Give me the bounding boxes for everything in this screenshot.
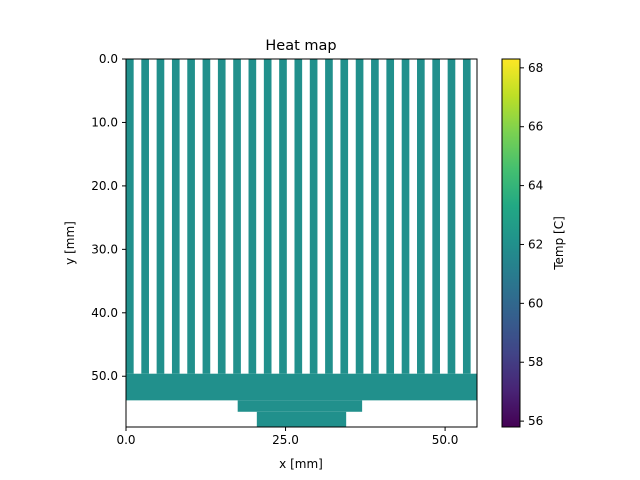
fin-cell <box>355 59 364 374</box>
x-tick-label: 50.0 <box>432 433 459 447</box>
fin-cell <box>432 59 440 374</box>
y-tick-label: 10.0 <box>91 115 118 129</box>
fin-cell <box>340 59 349 374</box>
fin-cell <box>325 59 333 374</box>
fin-cell <box>447 59 456 374</box>
fin-cell <box>126 59 134 374</box>
fin-cell <box>202 59 211 374</box>
x-axis-ticks: 0.0 25.0 50.0 <box>116 427 458 447</box>
fin-cell <box>401 59 410 374</box>
step-lower-cell <box>256 411 347 427</box>
fin-cell <box>417 59 425 374</box>
colorbar-ticks: 56 58 60 62 64 66 68 <box>520 61 543 428</box>
colorbar-label: Temp [C] <box>552 216 566 271</box>
fin-cell <box>141 59 149 374</box>
fin-cell <box>248 59 257 374</box>
fin-cell <box>462 59 471 374</box>
x-tick-label: 0.0 <box>116 433 135 447</box>
fin-cell <box>187 59 195 374</box>
fin-cell <box>309 59 318 374</box>
fin-cell <box>263 59 272 374</box>
x-tick-label: 25.0 <box>272 433 299 447</box>
fin-cell <box>156 59 165 374</box>
y-tick-label: 40.0 <box>91 306 118 320</box>
colorbar-tick-label: 56 <box>528 414 543 428</box>
heatmap-cells <box>126 59 477 427</box>
fin-cell <box>233 59 241 374</box>
step-upper-cell <box>237 400 363 412</box>
y-tick-label: 50.0 <box>91 369 118 383</box>
colorbar-tick-label: 58 <box>528 355 543 369</box>
fin-cell <box>294 59 303 374</box>
fin-cell <box>386 59 395 374</box>
y-axis-ticks: 0.0 10.0 20.0 30.0 40.0 50.0 <box>91 52 126 383</box>
fin-cell <box>171 59 180 374</box>
colorbar-tick-label: 60 <box>528 296 543 310</box>
fin-cell <box>217 59 226 374</box>
chart-title: Heat map <box>265 38 336 54</box>
y-tick-label: 20.0 <box>91 179 118 193</box>
base-plate-cell <box>126 373 477 401</box>
y-tick-label: 30.0 <box>91 242 118 256</box>
fin-cell <box>371 59 379 374</box>
colorbar <box>501 58 521 428</box>
colorbar-tick-label: 64 <box>528 179 543 193</box>
colorbar-tick-label: 66 <box>528 120 543 134</box>
y-axis-label: y [mm] <box>63 221 77 265</box>
colorbar-tick-label: 68 <box>528 61 543 75</box>
colorbar-tick-label: 62 <box>528 237 543 251</box>
fin-cell <box>279 59 287 374</box>
plot-frame <box>125 58 478 428</box>
x-axis-label: x [mm] <box>279 457 323 471</box>
y-tick-label: 0.0 <box>99 52 118 66</box>
